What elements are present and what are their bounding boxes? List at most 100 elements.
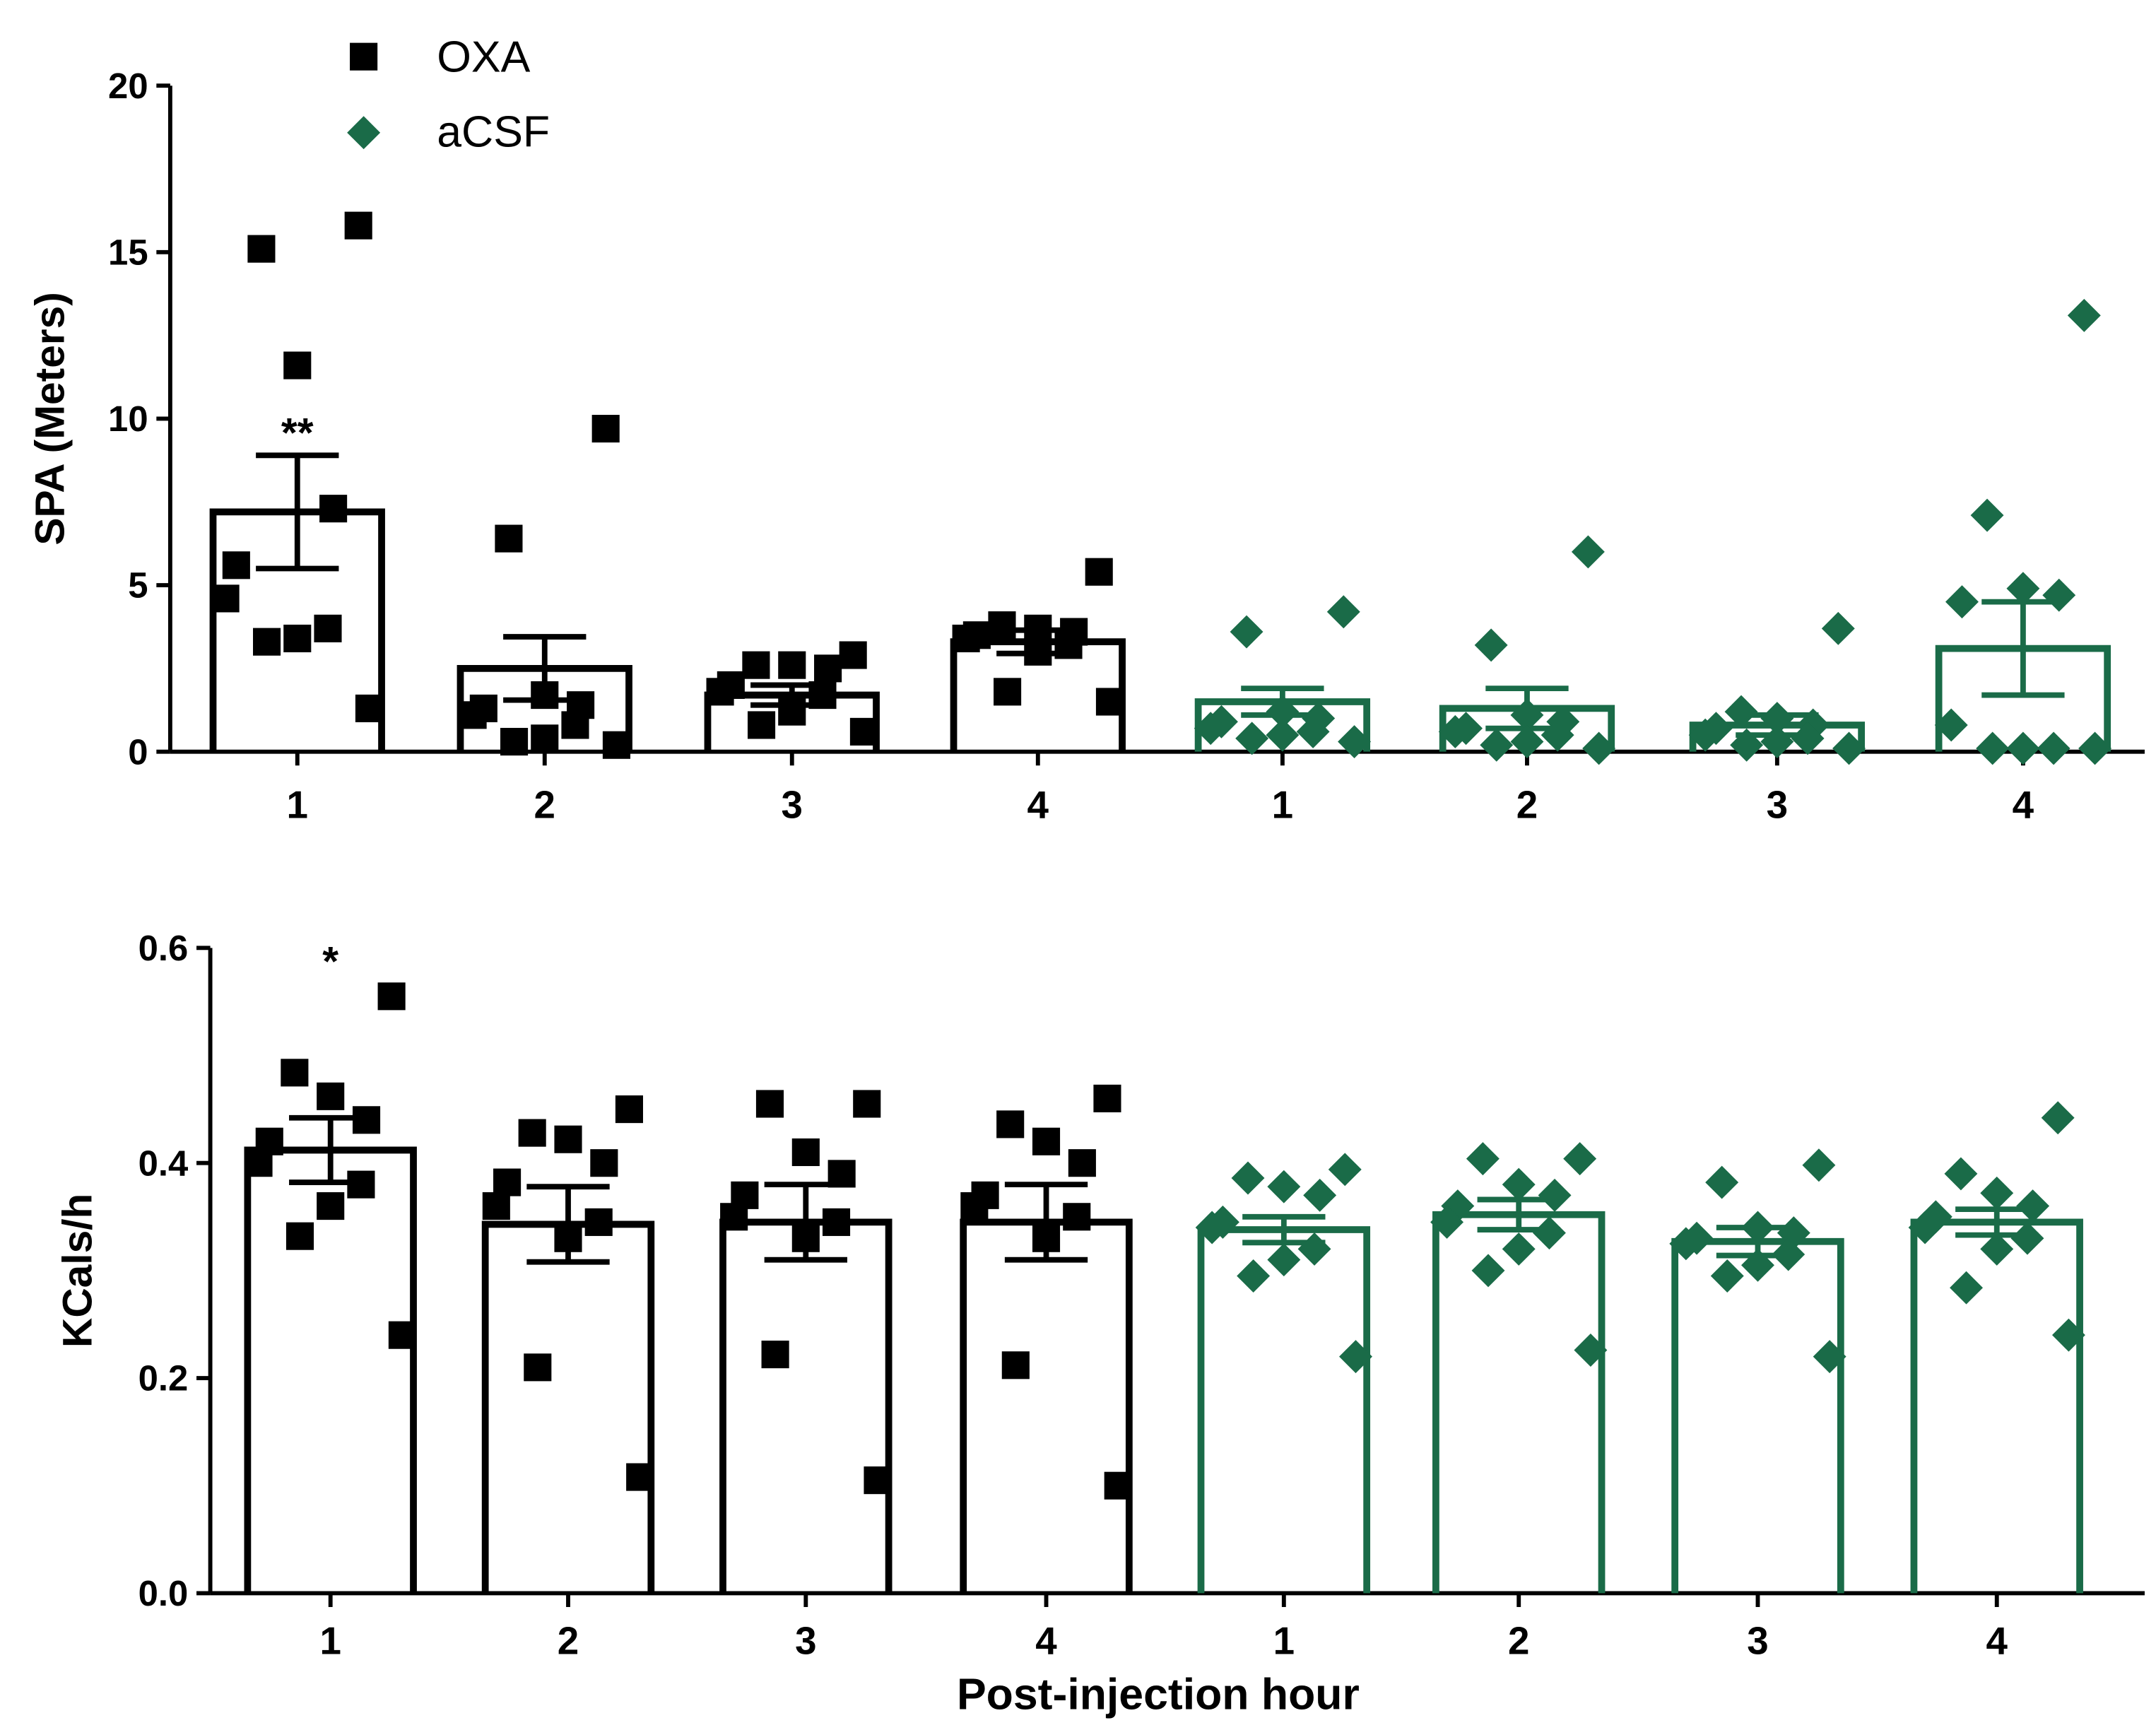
legend-label-acsf: aCSF [437,107,550,156]
data-point [960,1192,989,1220]
data-point [1950,1271,1984,1305]
data-point [493,1168,522,1196]
data-point [1237,1259,1271,1293]
data-point [2006,731,2040,765]
data-point [1980,1176,2014,1210]
data-point [1760,725,1794,758]
x-tick-label: 4 [1027,783,1049,827]
data-point [1791,722,1825,755]
data-point [996,1110,1025,1138]
data-point [822,1208,851,1236]
data-point [1438,714,1472,748]
data-point [1474,628,1508,662]
data-point [1502,1167,1536,1201]
y-tick-label: 0 [128,731,148,772]
y-tick-label: 20 [108,66,148,106]
legend-label-oxa: OXA [437,33,530,82]
data-point [602,731,630,759]
data-point [2067,298,2101,332]
data-point [355,694,383,722]
data-point [285,1222,314,1250]
y-tick-label: 0.6 [139,928,189,968]
data-point [1326,595,1360,629]
y-tick-label: 15 [108,232,148,272]
data-point [495,524,523,553]
data-point [791,1138,820,1167]
data-point [253,628,281,656]
data-point [459,701,487,729]
x-tick-label: 3 [1747,1618,1768,1662]
data-point [1303,1178,1337,1212]
data-point [778,698,806,726]
data-point [1095,688,1124,716]
x-tick-label: 1 [1272,783,1293,827]
data-point [808,681,837,710]
data-point [849,717,878,746]
data-point [344,211,372,240]
x-axis-title: Post-injection hour [957,1670,1360,1719]
data-point [1266,718,1300,752]
data-point [1267,1243,1301,1277]
data-point [814,654,842,683]
data-point [1024,637,1052,666]
data-point [1705,1165,1739,1199]
data-point [347,1170,375,1199]
data-point [1024,614,1052,642]
data-point [591,415,620,443]
data-point [1267,1170,1301,1204]
data-point [1339,1340,1372,1374]
spa-panel: 0 5 10 15 20 SPA (Meters) 1 2 3 4 1 2 3 4 ** [27,66,2145,827]
x-tick-label: 2 [534,783,555,827]
data-point [554,1125,582,1153]
x-tick-label: 4 [1035,1618,1057,1662]
bar [481,1220,655,1594]
data-point [317,1082,345,1110]
data-point [1466,1142,1500,1176]
data-point [1944,1157,1978,1191]
data-point [1085,558,1113,586]
data-point [864,1466,892,1495]
data-point [839,641,867,669]
data-point [1813,1340,1846,1374]
bar [960,1218,1133,1594]
data-point [761,1341,789,1369]
data-point [778,651,806,679]
significance-label: * [322,938,338,984]
y-tick-label: 10 [108,399,148,439]
data-point [1563,1142,1597,1176]
y-tick-label: 5 [128,565,148,606]
data-point [561,711,589,739]
x-tick-label: 4 [2013,783,2034,827]
x-tick-label: 3 [795,1618,816,1662]
data-point [584,1208,613,1236]
bar [1671,1237,1844,1594]
y-axis-title: SPA (Meters) [27,292,73,545]
data-point [211,584,240,613]
data-point [2010,1221,2044,1255]
data-point [706,678,734,706]
y-tick-label: 0.4 [139,1143,189,1183]
x-tick-label: 2 [558,1618,579,1662]
data-point [1688,718,1722,752]
data-point [2042,578,2076,612]
data-point [1976,731,2010,765]
kcal-panel: 0.0 0.2 0.4 0.6 KCals/h 1 2 3 4 1 2 3 4 * [54,928,2145,1662]
data-point [1093,1084,1121,1112]
data-point [1760,702,1794,736]
data-point [281,1059,309,1087]
data-point [1510,698,1544,732]
x-tick-label: 2 [1508,1618,1529,1662]
x-tick-label: 2 [1516,783,1538,827]
significance-label: ** [281,411,314,457]
data-point [1032,1127,1061,1155]
data-point [755,1090,784,1118]
data-point [283,624,312,653]
data-point [1054,631,1083,659]
data-point [388,1321,416,1349]
data-point [1821,611,1855,645]
data-point [1574,1334,1608,1367]
data-point [1297,1232,1331,1266]
data-point [626,1463,654,1491]
data-point [747,711,776,739]
